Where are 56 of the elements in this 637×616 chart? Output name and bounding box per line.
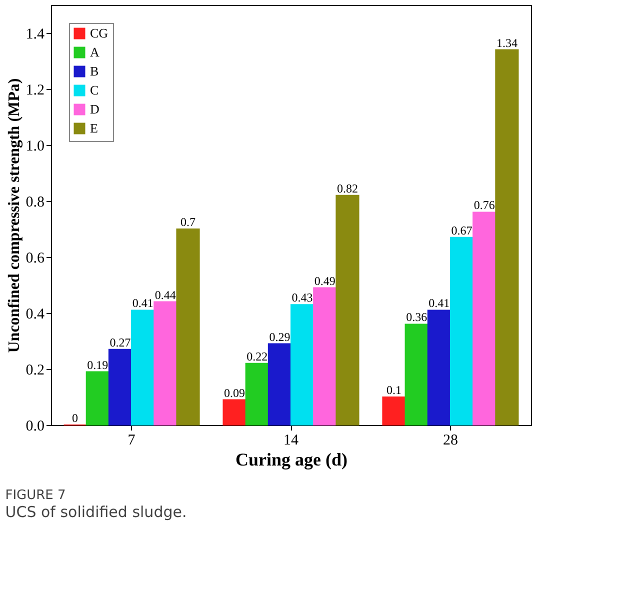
y-tick-label: 0.8 <box>26 194 44 210</box>
data-label: 0.22 <box>246 349 268 364</box>
bar <box>382 396 406 426</box>
data-label: 0.36 <box>406 310 428 324</box>
bar <box>245 362 269 426</box>
y-tick-label: 1.2 <box>26 82 44 98</box>
data-label: 0.76 <box>474 198 495 212</box>
bar <box>108 348 132 426</box>
legend-label: A <box>90 44 100 60</box>
y-tick-label: 0.0 <box>26 418 44 434</box>
x-axis-title: Curing age (d) <box>236 450 348 470</box>
data-label: 0.09 <box>224 386 246 400</box>
bar <box>131 310 155 426</box>
data-label: 0.7 <box>180 215 196 229</box>
y-tick-label: 0.4 <box>26 306 45 322</box>
data-label: 0.41 <box>428 296 450 310</box>
caption: FIGURE 7 <box>5 488 66 503</box>
legend-label: B <box>90 64 99 78</box>
data-label: 0.29 <box>269 330 290 344</box>
bar <box>427 310 451 426</box>
legend-label: E <box>90 120 98 136</box>
y-tick-label: 0.2 <box>26 362 44 378</box>
bar <box>472 212 496 426</box>
legend-label: CG <box>90 26 108 40</box>
data-label: 0.19 <box>87 358 108 372</box>
bar <box>495 49 519 426</box>
data-label: 0.82 <box>336 181 358 196</box>
y-axis-title: Unconfined compressive strength (MPa) <box>6 78 23 353</box>
data-label: 0.67 <box>451 223 472 238</box>
bar <box>86 371 110 426</box>
data-label: 0.43 <box>292 290 313 305</box>
bar <box>290 304 314 426</box>
data-label: 0 <box>72 411 78 425</box>
x-tick-label: 7 <box>128 432 136 448</box>
data-label: 0.44 <box>154 288 176 302</box>
x-tick-label: 14 <box>284 432 299 448</box>
legend-label: C <box>90 82 99 98</box>
bar <box>268 343 292 426</box>
data-label: 0.27 <box>110 335 131 350</box>
legend-label: D <box>90 102 100 116</box>
x-tick-label: 28 <box>442 432 458 448</box>
bar <box>450 236 474 426</box>
y-tick-label: 1.0 <box>26 138 44 154</box>
text: UCS of solidified sludge. <box>5 503 187 521</box>
bar <box>313 287 337 426</box>
y-tick-label: 1.4 <box>26 26 45 42</box>
y-tick-label: 0.6 <box>26 250 45 266</box>
bar <box>404 324 428 426</box>
bar <box>176 228 200 426</box>
bar <box>154 301 178 426</box>
data-label: 0.1 <box>386 383 402 397</box>
data-label: 0.49 <box>314 274 336 288</box>
bar <box>222 399 246 426</box>
data-label: 1.34 <box>496 36 518 50</box>
bar <box>336 194 360 426</box>
data-label: 0.41 <box>132 296 154 310</box>
